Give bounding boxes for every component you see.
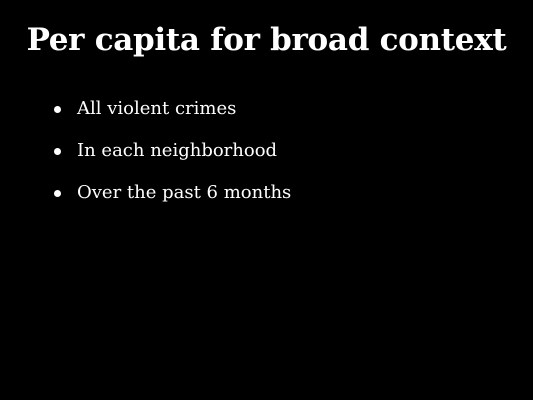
bullet-item: All violent crimes bbox=[54, 88, 291, 130]
bullet-text: Over the past 6 months bbox=[77, 182, 292, 203]
bullet-item: Over the past 6 months bbox=[54, 172, 291, 214]
bullet-icon bbox=[54, 105, 61, 113]
bullet-text: In each neighborhood bbox=[77, 140, 278, 161]
bullet-icon bbox=[54, 189, 61, 197]
bullet-icon bbox=[54, 147, 61, 155]
bullet-item: In each neighborhood bbox=[54, 130, 291, 172]
slide-title: Per capita for broad context bbox=[26, 22, 507, 58]
bullet-text: All violent crimes bbox=[77, 98, 237, 119]
bullet-list: All violent crimes In each neighborhood … bbox=[54, 88, 291, 214]
